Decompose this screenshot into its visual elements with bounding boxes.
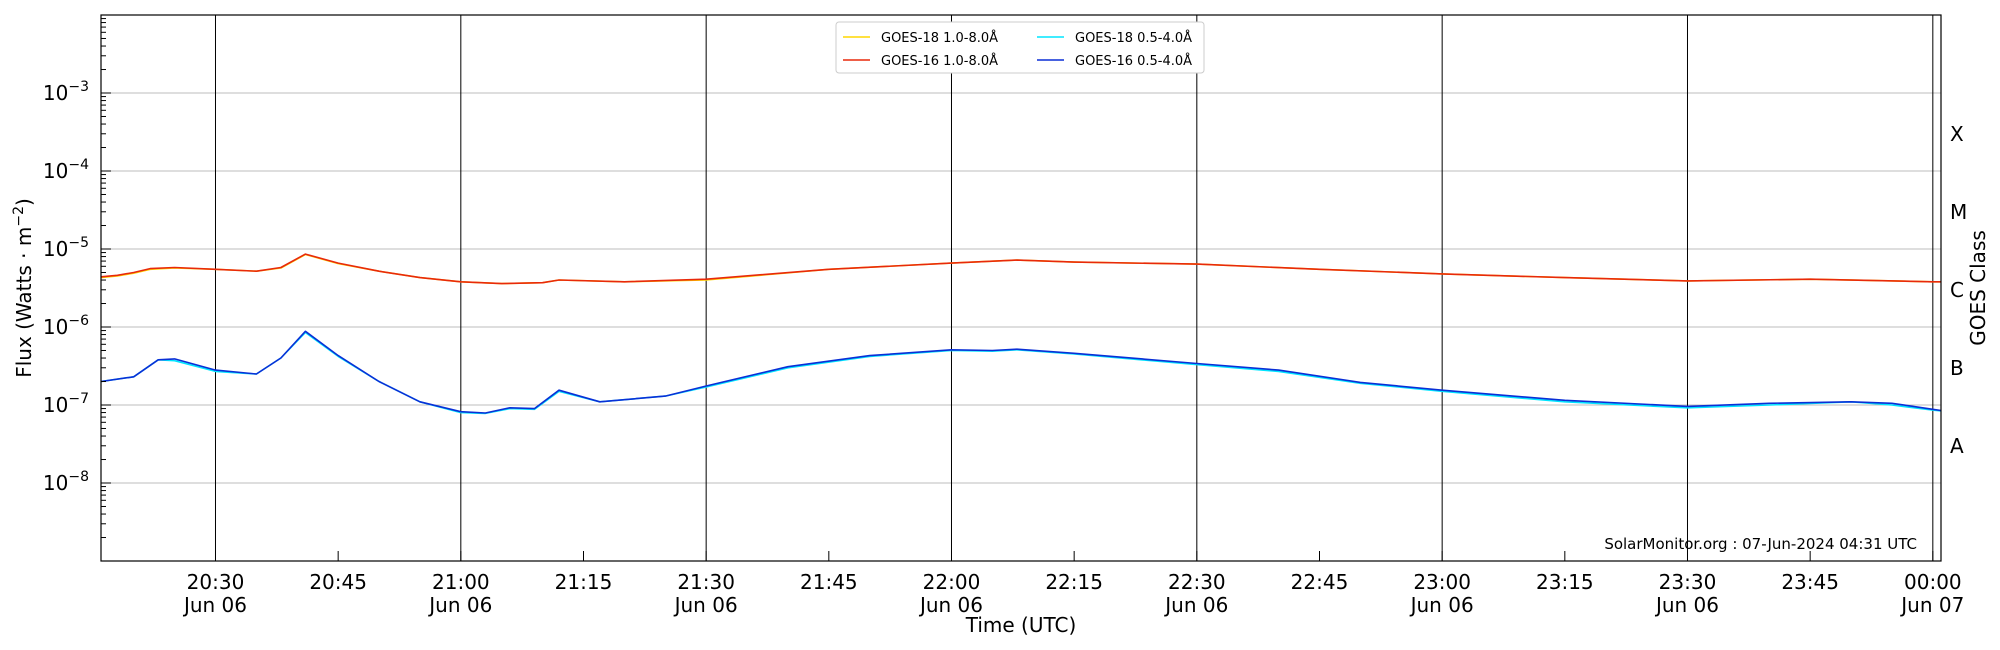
y-axis-title: Flux (Watts · m−2) bbox=[11, 198, 36, 378]
plot-frame bbox=[100, 14, 1942, 562]
legend-label-goes16-long: GOES-16 1.0-8.0Å bbox=[881, 53, 998, 69]
series-line-3 bbox=[100, 330, 1942, 414]
goes-class-label: C bbox=[1950, 278, 1964, 302]
y-tick-label-base: 10 bbox=[43, 315, 68, 339]
goes-class-label: M bbox=[1950, 200, 1967, 224]
y-tick-label-base: 10 bbox=[43, 393, 68, 417]
y-tick-label-base: 10 bbox=[43, 81, 68, 105]
x-tick-label-time: 21:45 bbox=[800, 570, 858, 594]
credit-text: SolarMonitor.org : 07-Jun-2024 04:31 UTC bbox=[1604, 535, 1917, 553]
x-tick-label-time: 20:30 bbox=[187, 570, 245, 594]
y-tick-label-exponent: −4 bbox=[68, 157, 89, 173]
x-tick-label-time: 20:45 bbox=[309, 570, 367, 594]
x-tick-label-date: Jun 06 bbox=[1409, 593, 1474, 617]
y-tick-label: 10−7 bbox=[43, 391, 89, 417]
x-tick-label-time: 00:00 bbox=[1904, 570, 1962, 594]
x-tick-label-time: 22:45 bbox=[1291, 570, 1349, 594]
legend-label-goes16-short: GOES-16 0.5-4.0Å bbox=[1075, 53, 1192, 69]
legend: GOES-18 1.0-8.0Å GOES-18 0.5-4.0Å GOES-1… bbox=[835, 21, 1205, 74]
x-tick-label-time: 21:15 bbox=[555, 570, 613, 594]
x-axis-title: Time (UTC) bbox=[965, 613, 1077, 637]
y-tick-label-base: 10 bbox=[43, 159, 68, 183]
x-tick-label-date: Jun 07 bbox=[1899, 593, 1964, 617]
y-tick-label-exponent: −6 bbox=[68, 313, 89, 329]
goes-class-labels: A B C M X bbox=[1950, 122, 1967, 458]
y2-axis-title: GOES Class bbox=[1966, 230, 1990, 346]
x-tick-label-time: 22:15 bbox=[1045, 570, 1103, 594]
x-tick-label-date: Jun 06 bbox=[1654, 593, 1719, 617]
x-tick-label-date: Jun 06 bbox=[1163, 593, 1228, 617]
grid-layer bbox=[101, 92, 1941, 484]
goes-class-label: A bbox=[1950, 434, 1964, 458]
x-tick-label-time: 23:45 bbox=[1781, 570, 1839, 594]
x-tick-label-time: 23:30 bbox=[1659, 570, 1717, 594]
legend-box bbox=[835, 21, 1205, 74]
y-axis-title-close: ) bbox=[12, 198, 36, 206]
y-tick-label-exponent: −3 bbox=[68, 79, 89, 95]
x-tick-label-date: Jun 06 bbox=[182, 593, 247, 617]
x-tick-label-time: 23:15 bbox=[1536, 570, 1594, 594]
series-layer bbox=[100, 253, 1942, 415]
y-axis-title-exponent: −2 bbox=[11, 206, 27, 227]
series-line-2 bbox=[100, 253, 1941, 285]
goes-class-label: X bbox=[1950, 122, 1964, 146]
tick-layer bbox=[101, 18, 1934, 561]
x-tick-label-date: Jun 06 bbox=[673, 593, 738, 617]
y-tick-label: 10−8 bbox=[43, 469, 89, 495]
day-boundary-lines bbox=[214, 15, 1934, 561]
x-tick-label-date: Jun 06 bbox=[918, 593, 983, 617]
y-tick-label-base: 10 bbox=[43, 471, 68, 495]
y-tick-label-base: 10 bbox=[43, 237, 68, 261]
y-tick-labels: 10−810−710−610−510−410−3 bbox=[43, 79, 89, 495]
goes-class-label: B bbox=[1950, 356, 1964, 380]
x-tick-label-date: Jun 06 bbox=[427, 593, 492, 617]
y-tick-label-exponent: −8 bbox=[68, 469, 89, 485]
y-axis-title-main: Flux (Watts · m bbox=[12, 227, 36, 378]
y-tick-label: 10−6 bbox=[43, 313, 89, 339]
x-tick-label-time: 22:00 bbox=[923, 570, 981, 594]
x-tick-label-time: 21:00 bbox=[432, 570, 490, 594]
legend-label-goes18-long: GOES-18 1.0-8.0Å bbox=[881, 30, 998, 46]
x-tick-label-time: 21:30 bbox=[677, 570, 735, 594]
y-tick-label: 10−4 bbox=[43, 157, 89, 183]
y-tick-label-exponent: −5 bbox=[68, 235, 89, 251]
y-tick-label: 10−3 bbox=[43, 79, 89, 105]
x-tick-label-time: 22:30 bbox=[1168, 570, 1226, 594]
y-tick-label: 10−5 bbox=[43, 235, 89, 261]
legend-label-goes18-short: GOES-18 0.5-4.0Å bbox=[1075, 30, 1192, 46]
y-tick-label-exponent: −7 bbox=[68, 391, 89, 407]
x-tick-label-time: 23:00 bbox=[1413, 570, 1471, 594]
